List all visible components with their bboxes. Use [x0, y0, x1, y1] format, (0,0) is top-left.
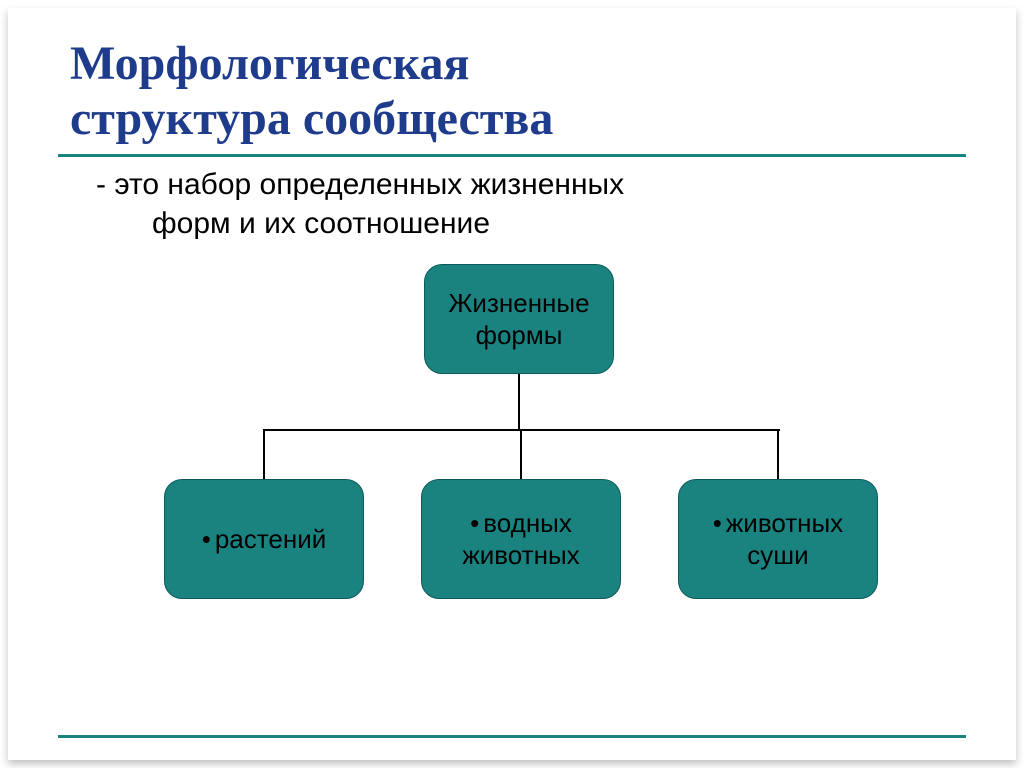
node-child-land-animals: животных суши [678, 479, 878, 599]
node-child-1-line-2: животных [462, 539, 579, 572]
slide-content: Морфологическая структура сообщества - э… [58, 26, 966, 738]
node-child-0-line-1: растений [202, 523, 327, 556]
tree-diagram: Жизненные формы растений водных животных… [58, 249, 966, 669]
node-child-aquatic-animals: водных животных [421, 479, 621, 599]
connector-trunk [518, 374, 520, 429]
title-line-2: структура сообщества [70, 92, 553, 145]
node-root-line-2: формы [476, 319, 563, 352]
subtitle: - это набор определенных жизненных форм … [58, 165, 966, 243]
connector-drop-2 [777, 429, 779, 479]
connector-bus [264, 429, 780, 431]
node-child-2-line-2: суши [747, 539, 808, 572]
node-child-plants: растений [164, 479, 364, 599]
node-child-1-line-1: водных [470, 507, 572, 540]
connector-drop-0 [263, 429, 265, 479]
connector-drop-1 [520, 429, 522, 479]
title-line-1: Морфологическая [70, 37, 470, 90]
subtitle-line-2: форм и их соотношение [96, 204, 966, 243]
node-child-2-line-1: животных [713, 507, 843, 540]
slide-frame: Морфологическая структура сообщества - э… [8, 8, 1016, 760]
slide-title: Морфологическая структура сообщества [70, 36, 966, 146]
subtitle-line-1: - это набор определенных жизненных [96, 165, 966, 204]
node-root: Жизненные формы [424, 264, 614, 374]
node-root-line-1: Жизненные [448, 287, 589, 320]
title-block: Морфологическая структура сообщества [58, 26, 966, 157]
footer-rule [58, 735, 966, 738]
